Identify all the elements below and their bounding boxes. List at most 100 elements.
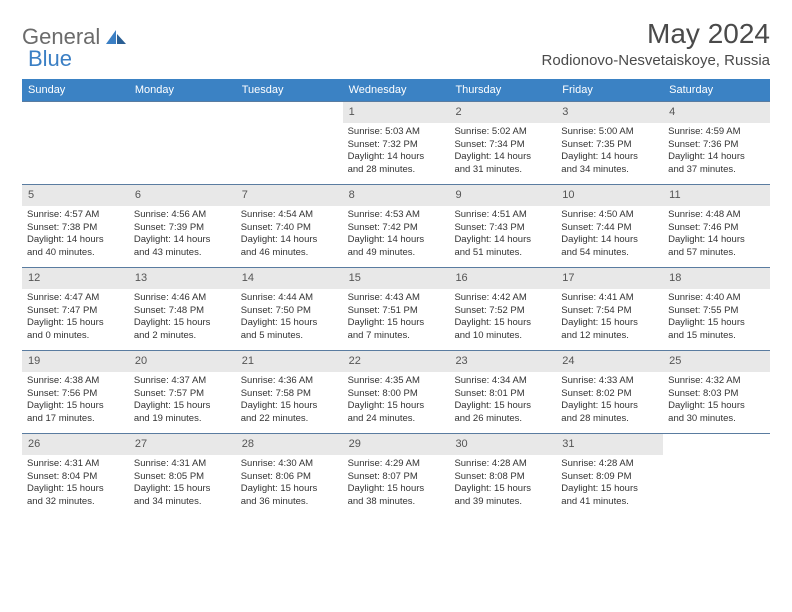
sunrise-text: Sunrise: 4:43 AM <box>348 292 445 305</box>
title-block: May 2024 Rodionovo-Nesvetaiskoye, Russia <box>542 18 770 69</box>
daylight-text: Daylight: 14 hours <box>454 151 551 164</box>
day-cell <box>22 102 129 184</box>
day-content: Sunrise: 5:03 AMSunset: 7:32 PMDaylight:… <box>343 123 450 183</box>
day-cell: 9Sunrise: 4:51 AMSunset: 7:43 PMDaylight… <box>449 185 556 267</box>
weekday-header: Thursday <box>449 79 556 101</box>
daylight-text: Daylight: 14 hours <box>668 151 765 164</box>
sunset-text: Sunset: 7:32 PM <box>348 139 445 152</box>
day-number: 31 <box>556 434 663 455</box>
day-number: 24 <box>556 351 663 372</box>
calendar-grid: Sunday Monday Tuesday Wednesday Thursday… <box>22 79 770 516</box>
sunset-text: Sunset: 7:55 PM <box>668 305 765 318</box>
day-cell: 8Sunrise: 4:53 AMSunset: 7:42 PMDaylight… <box>343 185 450 267</box>
day-number: 13 <box>129 268 236 289</box>
daylight-text: and 51 minutes. <box>454 247 551 260</box>
location-label: Rodionovo-Nesvetaiskoye, Russia <box>542 52 770 69</box>
daylight-text: and 30 minutes. <box>668 413 765 426</box>
day-cell: 14Sunrise: 4:44 AMSunset: 7:50 PMDayligh… <box>236 268 343 350</box>
daylight-text: and 40 minutes. <box>27 247 124 260</box>
sunset-text: Sunset: 8:09 PM <box>561 471 658 484</box>
day-number: 8 <box>343 185 450 206</box>
day-number: 30 <box>449 434 556 455</box>
sunset-text: Sunset: 7:43 PM <box>454 222 551 235</box>
sunset-text: Sunset: 7:35 PM <box>561 139 658 152</box>
day-number <box>663 434 770 455</box>
daylight-text: Daylight: 15 hours <box>134 400 231 413</box>
daylight-text: and 32 minutes. <box>27 496 124 509</box>
daylight-text: Daylight: 14 hours <box>668 234 765 247</box>
daylight-text: Daylight: 15 hours <box>241 400 338 413</box>
weeks-container: 1Sunrise: 5:03 AMSunset: 7:32 PMDaylight… <box>22 101 770 516</box>
day-number: 1 <box>343 102 450 123</box>
day-cell: 7Sunrise: 4:54 AMSunset: 7:40 PMDaylight… <box>236 185 343 267</box>
sunrise-text: Sunrise: 4:37 AM <box>134 375 231 388</box>
sunrise-text: Sunrise: 4:32 AM <box>668 375 765 388</box>
daylight-text: and 19 minutes. <box>134 413 231 426</box>
sunrise-text: Sunrise: 4:31 AM <box>27 458 124 471</box>
day-content: Sunrise: 4:28 AMSunset: 8:08 PMDaylight:… <box>449 455 556 515</box>
day-cell: 1Sunrise: 5:03 AMSunset: 7:32 PMDaylight… <box>343 102 450 184</box>
sunset-text: Sunset: 8:00 PM <box>348 388 445 401</box>
logo-sail-icon <box>104 28 128 46</box>
sunset-text: Sunset: 7:57 PM <box>134 388 231 401</box>
daylight-text: and 31 minutes. <box>454 164 551 177</box>
day-cell: 16Sunrise: 4:42 AMSunset: 7:52 PMDayligh… <box>449 268 556 350</box>
day-number: 11 <box>663 185 770 206</box>
day-cell: 17Sunrise: 4:41 AMSunset: 7:54 PMDayligh… <box>556 268 663 350</box>
daylight-text: and 15 minutes. <box>668 330 765 343</box>
day-content: Sunrise: 4:56 AMSunset: 7:39 PMDaylight:… <box>129 206 236 266</box>
day-cell: 13Sunrise: 4:46 AMSunset: 7:48 PMDayligh… <box>129 268 236 350</box>
daylight-text: and 17 minutes. <box>27 413 124 426</box>
day-cell: 15Sunrise: 4:43 AMSunset: 7:51 PMDayligh… <box>343 268 450 350</box>
daylight-text: Daylight: 15 hours <box>348 400 445 413</box>
weekday-header: Saturday <box>663 79 770 101</box>
weekday-header: Wednesday <box>343 79 450 101</box>
day-cell: 24Sunrise: 4:33 AMSunset: 8:02 PMDayligh… <box>556 351 663 433</box>
day-cell <box>129 102 236 184</box>
day-number: 28 <box>236 434 343 455</box>
day-cell: 25Sunrise: 4:32 AMSunset: 8:03 PMDayligh… <box>663 351 770 433</box>
day-number <box>129 102 236 123</box>
sunset-text: Sunset: 7:39 PM <box>134 222 231 235</box>
daylight-text: Daylight: 15 hours <box>348 483 445 496</box>
day-number: 22 <box>343 351 450 372</box>
day-cell: 10Sunrise: 4:50 AMSunset: 7:44 PMDayligh… <box>556 185 663 267</box>
day-content: Sunrise: 4:34 AMSunset: 8:01 PMDaylight:… <box>449 372 556 432</box>
sunset-text: Sunset: 8:02 PM <box>561 388 658 401</box>
daylight-text: and 24 minutes. <box>348 413 445 426</box>
day-content: Sunrise: 4:43 AMSunset: 7:51 PMDaylight:… <box>343 289 450 349</box>
page-header: General May 2024 Rodionovo-Nesvetaiskoye… <box>22 18 770 69</box>
sunrise-text: Sunrise: 4:54 AM <box>241 209 338 222</box>
day-content: Sunrise: 4:38 AMSunset: 7:56 PMDaylight:… <box>22 372 129 432</box>
daylight-text: Daylight: 14 hours <box>27 234 124 247</box>
day-number: 4 <box>663 102 770 123</box>
day-content: Sunrise: 4:33 AMSunset: 8:02 PMDaylight:… <box>556 372 663 432</box>
daylight-text: Daylight: 15 hours <box>454 317 551 330</box>
day-number: 15 <box>343 268 450 289</box>
week-row: 19Sunrise: 4:38 AMSunset: 7:56 PMDayligh… <box>22 350 770 433</box>
daylight-text: Daylight: 14 hours <box>241 234 338 247</box>
daylight-text: Daylight: 15 hours <box>134 483 231 496</box>
daylight-text: Daylight: 14 hours <box>561 151 658 164</box>
sunset-text: Sunset: 8:05 PM <box>134 471 231 484</box>
day-cell: 23Sunrise: 4:34 AMSunset: 8:01 PMDayligh… <box>449 351 556 433</box>
sunset-text: Sunset: 7:54 PM <box>561 305 658 318</box>
daylight-text: Daylight: 15 hours <box>27 483 124 496</box>
day-cell: 3Sunrise: 5:00 AMSunset: 7:35 PMDaylight… <box>556 102 663 184</box>
sunset-text: Sunset: 7:48 PM <box>134 305 231 318</box>
sunset-text: Sunset: 7:56 PM <box>27 388 124 401</box>
day-content: Sunrise: 4:36 AMSunset: 7:58 PMDaylight:… <box>236 372 343 432</box>
day-number: 19 <box>22 351 129 372</box>
calendar-page: General May 2024 Rodionovo-Nesvetaiskoye… <box>0 0 792 534</box>
day-number: 23 <box>449 351 556 372</box>
day-content: Sunrise: 4:41 AMSunset: 7:54 PMDaylight:… <box>556 289 663 349</box>
daylight-text: and 36 minutes. <box>241 496 338 509</box>
day-number <box>22 102 129 123</box>
day-content: Sunrise: 4:29 AMSunset: 8:07 PMDaylight:… <box>343 455 450 515</box>
day-cell: 5Sunrise: 4:57 AMSunset: 7:38 PMDaylight… <box>22 185 129 267</box>
day-content: Sunrise: 4:35 AMSunset: 8:00 PMDaylight:… <box>343 372 450 432</box>
daylight-text: Daylight: 14 hours <box>134 234 231 247</box>
sunrise-text: Sunrise: 4:28 AM <box>561 458 658 471</box>
daylight-text: and 34 minutes. <box>134 496 231 509</box>
week-row: 5Sunrise: 4:57 AMSunset: 7:38 PMDaylight… <box>22 184 770 267</box>
